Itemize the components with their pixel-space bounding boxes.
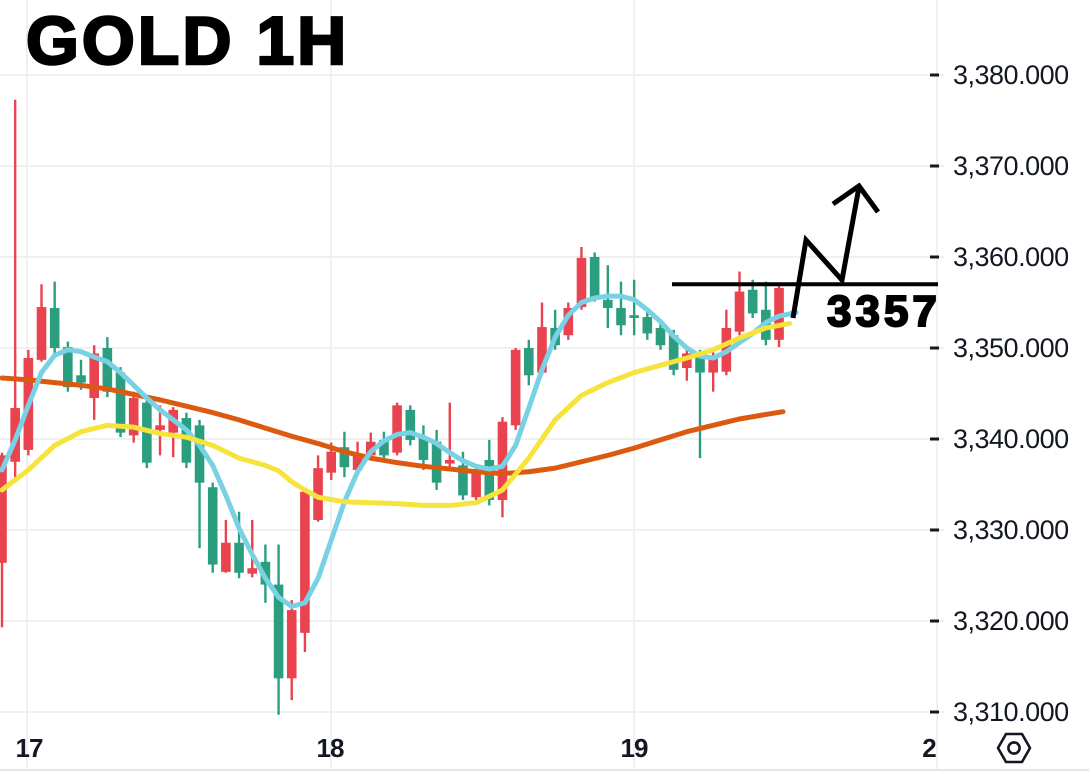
candle-body bbox=[668, 335, 679, 370]
price-axis[interactable]: 3,380.000 3,370.000 3,360.000 3,350.000 3,34… bbox=[930, 60, 1069, 727]
candle-body bbox=[629, 315, 639, 318]
price-axis-label: 3,370.000 bbox=[953, 151, 1069, 181]
candle-body bbox=[247, 568, 258, 574]
price-axis-label: 3,380.000 bbox=[953, 60, 1069, 90]
price-axis-label: 3,310.000 bbox=[953, 697, 1069, 727]
candle-body bbox=[734, 291, 745, 332]
time-axis-label: 2 bbox=[922, 733, 936, 763]
candle-body bbox=[418, 437, 429, 460]
moving-averages-layer bbox=[0, 293, 799, 609]
candle-body bbox=[128, 398, 139, 436]
candle-body bbox=[431, 441, 442, 483]
candle-body bbox=[300, 491, 310, 633]
price-axis-label: 3,320.000 bbox=[953, 606, 1069, 636]
candle-body bbox=[524, 348, 534, 376]
candle-body bbox=[695, 355, 705, 373]
candle-body bbox=[234, 542, 244, 573]
price-tick bbox=[930, 346, 939, 350]
price-tick bbox=[930, 710, 939, 714]
price-tick bbox=[930, 164, 939, 168]
candle-body bbox=[379, 439, 389, 456]
time-axis-label: 19 bbox=[621, 733, 648, 763]
candle-body bbox=[589, 257, 600, 298]
settings-hexagon-icon[interactable] bbox=[993, 729, 1035, 767]
candle-body bbox=[682, 353, 692, 369]
ma-mid-line bbox=[0, 320, 793, 508]
level-label[interactable]: 3357 bbox=[826, 286, 941, 337]
candle-body bbox=[603, 299, 613, 308]
candle-body bbox=[313, 468, 323, 520]
candle-body bbox=[89, 353, 99, 399]
candle-body bbox=[616, 307, 626, 326]
candle-body bbox=[115, 372, 126, 433]
breakout-arrow-line[interactable] bbox=[790, 186, 862, 319]
price-tick bbox=[930, 73, 939, 77]
time-axis-label: 18 bbox=[317, 733, 344, 763]
price-tick bbox=[930, 437, 939, 441]
candle-body bbox=[576, 257, 587, 308]
candle-body bbox=[181, 418, 192, 463]
candle-body bbox=[458, 465, 468, 496]
price-axis-label: 3,360.000 bbox=[953, 242, 1069, 272]
candle-body bbox=[405, 409, 416, 440]
candle-body bbox=[708, 357, 718, 373]
chart-title: GOLD 1H bbox=[25, 2, 350, 81]
candle-body bbox=[194, 425, 205, 483]
price-axis-label: 3,330.000 bbox=[953, 515, 1069, 545]
candle-body bbox=[49, 307, 60, 348]
price-tick bbox=[930, 528, 939, 532]
ma-slow-line bbox=[0, 375, 786, 477]
candle-body bbox=[102, 348, 113, 392]
candle-body bbox=[510, 349, 521, 426]
candle-body bbox=[392, 405, 402, 453]
candle-body bbox=[642, 317, 653, 334]
candle-body bbox=[497, 421, 508, 500]
time-axis-label: 17 bbox=[16, 733, 43, 763]
candle-body bbox=[155, 425, 165, 430]
candle-body bbox=[273, 584, 284, 679]
candle-body bbox=[76, 375, 86, 383]
candle-body bbox=[747, 289, 758, 314]
candle-body bbox=[655, 327, 666, 346]
candle-body bbox=[36, 307, 47, 360]
annotations-layer[interactable]: 3357 bbox=[672, 182, 941, 337]
candle-body bbox=[221, 542, 231, 572]
price-tick bbox=[930, 619, 939, 623]
candle-body bbox=[484, 459, 495, 500]
candle-body bbox=[339, 447, 350, 468]
candle-body bbox=[286, 610, 297, 679]
price-axis-label: 3,340.000 bbox=[953, 424, 1069, 454]
ma-fast-line bbox=[0, 293, 799, 609]
candle-body bbox=[0, 455, 7, 563]
price-tick bbox=[930, 255, 939, 259]
candle-body bbox=[444, 459, 455, 464]
candles-layer bbox=[0, 99, 784, 715]
candle-body bbox=[326, 451, 337, 473]
candle-body bbox=[63, 347, 73, 388]
candle-body bbox=[537, 327, 547, 373]
candle-body bbox=[207, 487, 218, 565]
candle-body bbox=[563, 307, 574, 336]
time-axis[interactable]: 17 18 19 2 bbox=[16, 733, 938, 763]
price-axis-label: 3,350.000 bbox=[953, 333, 1069, 363]
candle-body bbox=[352, 455, 363, 470]
breakout-arrow-head[interactable] bbox=[831, 182, 881, 214]
candle-body bbox=[471, 469, 481, 498]
